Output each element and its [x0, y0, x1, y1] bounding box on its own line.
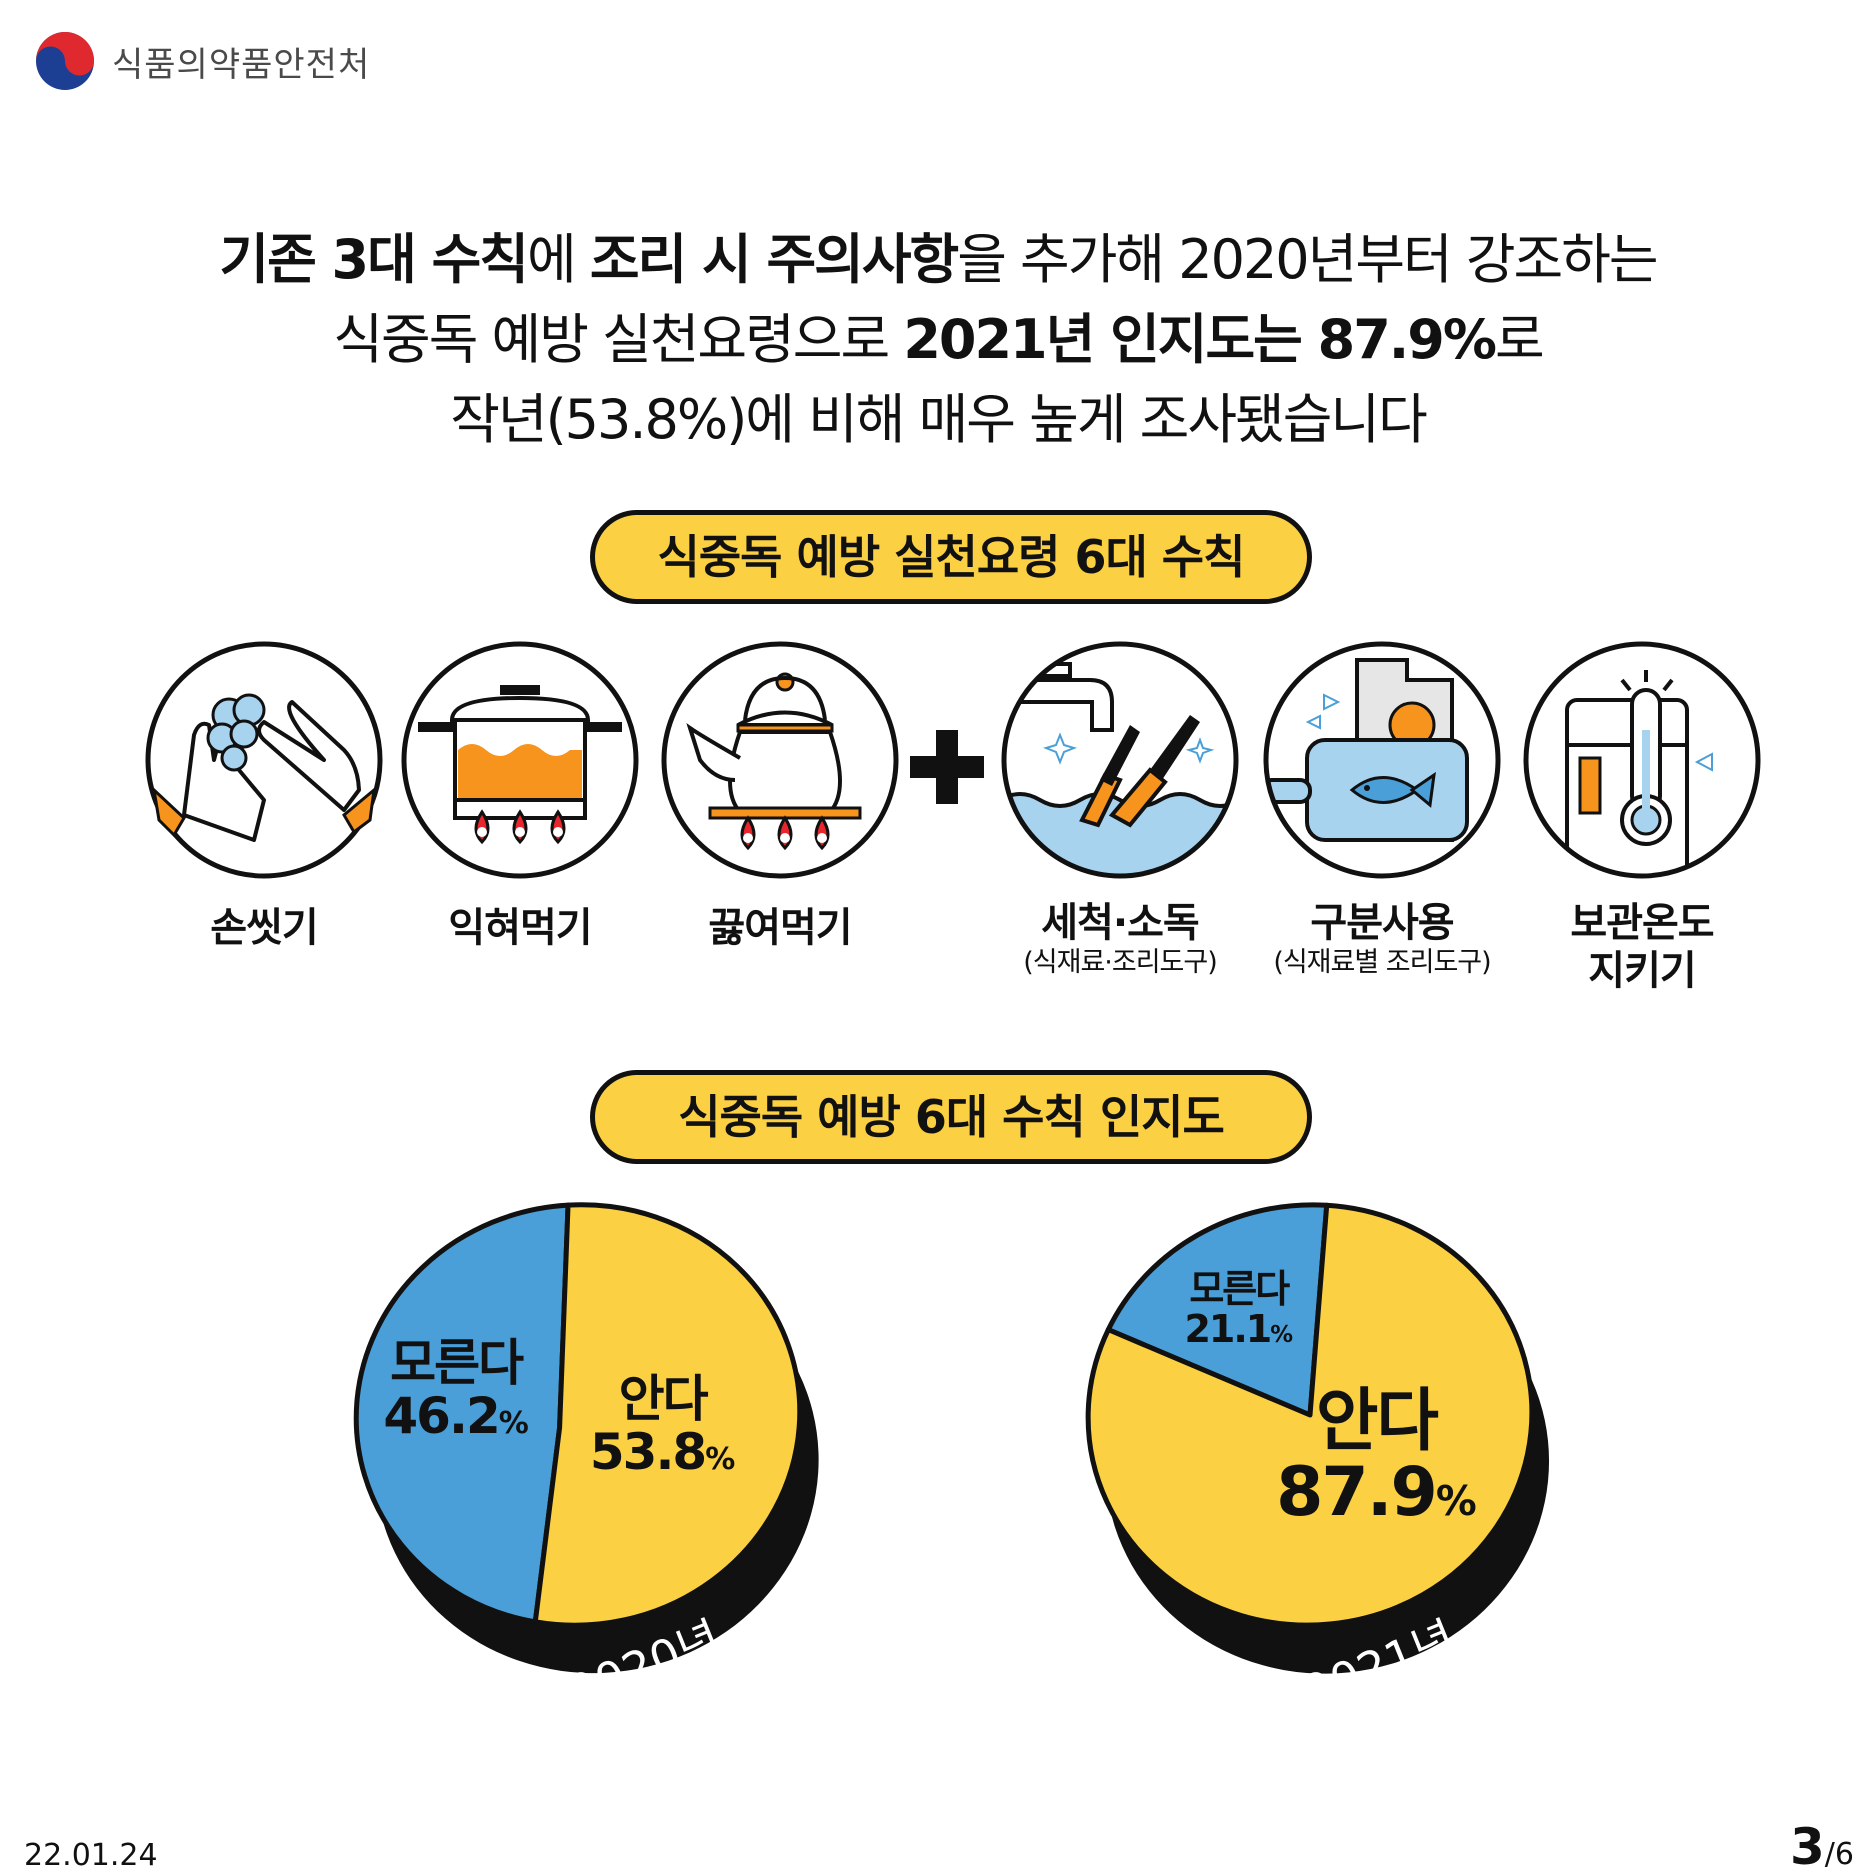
slice-value: 53.8: [589, 1422, 707, 1481]
washing-utensils-icon: [1000, 640, 1240, 880]
slice-unit: %: [498, 1405, 529, 1441]
slice-unit: %: [1270, 1321, 1294, 1348]
slice-value: 87.9: [1276, 1452, 1438, 1532]
pie-slice-unknown: [1105, 1202, 1330, 1418]
hand-washing-icon: [144, 640, 384, 880]
org-name: 식품의약품안전처: [112, 44, 371, 85]
headline-text: 로: [1494, 308, 1545, 371]
org-logo: 식품의약품안전처: [34, 30, 370, 92]
slice-name: 안다: [618, 1370, 709, 1428]
headline-text: 에: [526, 228, 590, 291]
page-indicator: 3/6: [1790, 1818, 1854, 1876]
rule-label: 지키기: [1588, 948, 1696, 994]
headline-line-2: 식중독 예방 실천요령으로 2021년 인지도는 87.9%로: [0, 300, 1876, 380]
slice-name: 안다: [1315, 1381, 1439, 1461]
rule-label: 끓여먹기: [708, 905, 852, 951]
headline-text: 식중독 예방 실천요령으로: [333, 308, 904, 371]
pie-slice-label: 안다 53.8%: [590, 1373, 735, 1478]
rule-sublabel: (식재료별 조리도구): [1273, 947, 1491, 978]
headline-text: 2021년 인지도는 87.9%: [903, 308, 1497, 371]
pie-chart-2020: [353, 1202, 819, 1674]
headline-line-1: 기존 3대 수칙에 조리 시 주의사항을 추가해 2020년부터 강조하는: [0, 220, 1876, 300]
pie-slice-label: 모른다 46.2%: [383, 1337, 528, 1442]
section-title-awareness: 식중독 예방 6대 수칙 인지도: [590, 1070, 1312, 1164]
refrigerator-thermometer-icon: [1522, 640, 1762, 880]
slice-name: 모른다: [390, 1334, 524, 1393]
publish-date: 22.01.24: [24, 1838, 158, 1873]
awareness-pie-charts: 2020년 2021년: [353, 1202, 1550, 1720]
page-total: /6: [1824, 1837, 1854, 1872]
headline-line-3: 작년(53.8%)에 비해 매우 높게 조사됐습니다: [0, 380, 1876, 460]
headline: 기존 3대 수칙에 조리 시 주의사항을 추가해 2020년부터 강조하는 식중…: [0, 220, 1876, 460]
rule-label: 구분사용: [1310, 900, 1454, 946]
slice-unit: %: [1435, 1476, 1477, 1525]
pie-slice-known: [532, 1202, 803, 1628]
plus-icon: [910, 730, 984, 804]
rule-label: 세척·소독: [1041, 900, 1199, 946]
rule-label: 손씻기: [210, 905, 318, 951]
cooking-pot-icon: [400, 640, 640, 880]
pie-chart-2021: [1085, 1202, 1550, 1674]
section-title-rules: 식중독 예방 실천요령 6대 수칙: [590, 510, 1312, 604]
headline-text: 조리 시 주의사항: [589, 228, 959, 291]
pie-slice-known: [1085, 1202, 1535, 1628]
pie-slice-label: 모른다 21.1%: [1184, 1267, 1294, 1351]
taegeuk-emblem-icon: [36, 32, 94, 90]
pie-slice-unknown: [353, 1202, 571, 1625]
cutting-boards-icon: [1262, 640, 1502, 880]
pie-slice-label: 안다 87.9%: [1276, 1381, 1477, 1532]
slice-value: 46.2: [383, 1386, 500, 1445]
rule-label: 보관온도: [1570, 900, 1714, 946]
slice-unit: %: [705, 1441, 736, 1477]
rule-sublabel: (식재료·조리도구): [1023, 947, 1218, 978]
slice-value: 21.1: [1184, 1306, 1272, 1351]
slice-name: 모른다: [1189, 1267, 1290, 1311]
rule-label: 익혀먹기: [448, 905, 592, 951]
boiling-kettle-icon: [660, 640, 900, 880]
headline-text: 작년(53.8%)에 비해 매우 높게 조사됐습니다: [450, 388, 1428, 451]
headline-text: 기존 3대 수칙: [219, 228, 529, 291]
page-current: 3: [1790, 1818, 1825, 1876]
headline-text: 을 추가해 2020년부터 강조하는: [957, 228, 1658, 291]
